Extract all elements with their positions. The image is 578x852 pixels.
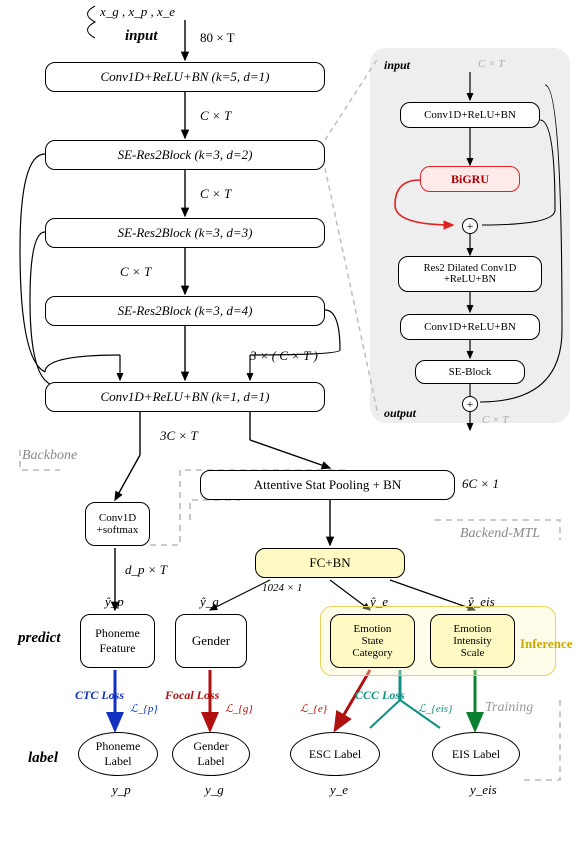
cxT-1: C × T <box>200 108 231 124</box>
gender-box: Gender <box>175 614 247 668</box>
phoneme-feature-box: Phoneme Feature <box>80 614 155 668</box>
Leis: ℒ_{eis} <box>418 702 452 715</box>
eis-box: Emotion Intensity Scale <box>430 614 515 668</box>
yhat-p: ŷ_p <box>105 594 124 610</box>
attentive-stat-pooling: Attentive Stat Pooling + BN <box>200 470 455 500</box>
inset-plus-1: + <box>462 218 478 234</box>
y-e: y_e <box>330 782 348 798</box>
inset-bigru: BiGRU <box>420 166 520 192</box>
inset-cxT-bot: C × T <box>482 414 508 426</box>
inset-conv2: Conv1D+ReLU+BN <box>400 314 540 340</box>
cxT-3: C × T <box>120 264 151 280</box>
se-res2-2: SE-Res2Block (k=3, d=3) <box>45 218 325 248</box>
se-res2-1: SE-Res2Block (k=3, d=2) <box>45 140 325 170</box>
fcbn-dim: 1024 × 1 <box>262 582 302 594</box>
inference-label: Inference <box>520 636 572 652</box>
conv1d-1: Conv1D+ReLU+BN (k=5, d=1) <box>45 62 325 92</box>
phoneme-label-ellipse: Phoneme Label <box>78 732 158 776</box>
predict-label: predict <box>18 630 61 647</box>
training-label: Training <box>485 700 533 716</box>
inset-cxT-top: C × T <box>478 58 504 70</box>
backbone-label: Backbone <box>22 448 77 464</box>
inset-input-word: input <box>384 58 410 73</box>
eis-label-ellipse: EIS Label <box>432 732 520 776</box>
inset-res2: Res2 Dilated Conv1D +ReLU+BN <box>398 256 542 292</box>
Le: ℒ_{e} <box>300 702 327 715</box>
input-vars: x_g , x_p , x_e <box>100 4 175 20</box>
backend-mtl-label: Backend-MTL <box>460 526 540 542</box>
cxT-2: C × T <box>200 186 231 202</box>
conv1d-2: Conv1D+ReLU+BN (k=1, d=1) <box>45 382 325 412</box>
gender-label-ellipse: Gender Label <box>172 732 250 776</box>
label-label: label <box>28 750 58 767</box>
y-g: y_g <box>205 782 224 798</box>
Lg: ℒ_{g} <box>225 702 253 715</box>
esc-box: Emotion State Category <box>330 614 415 668</box>
inset-output-word: output <box>384 406 416 421</box>
fc-bn: FC+BN <box>255 548 405 578</box>
ccc-loss-label: CCC Loss <box>355 688 405 703</box>
dim-80T: 80 × T <box>200 30 235 46</box>
sixC-1: 6C × 1 <box>462 476 499 492</box>
esc-label-ellipse: ESC Label <box>290 732 380 776</box>
inset-conv1: Conv1D+ReLU+BN <box>400 102 540 128</box>
conv1d-softmax: Conv1D +softmax <box>85 502 150 546</box>
ctc-loss-label: CTC Loss <box>75 688 124 703</box>
yhat-g: ŷ_g <box>200 594 219 610</box>
Lp: ℒ_{p} <box>130 702 158 715</box>
focal-loss-label: Focal Loss <box>165 688 219 703</box>
threeC-T: 3C × T <box>160 428 198 444</box>
input-word: input <box>125 28 158 45</box>
y-eis: y_eis <box>470 782 497 798</box>
inset-se-block: SE-Block <box>415 360 525 384</box>
dp-T: d_p × T <box>125 562 167 578</box>
three-cxT: 3 × ( C × T ) <box>250 348 318 364</box>
y-p: y_p <box>112 782 131 798</box>
se-res2-3: SE-Res2Block (k=3, d=4) <box>45 296 325 326</box>
inset-plus-2: + <box>462 396 478 412</box>
